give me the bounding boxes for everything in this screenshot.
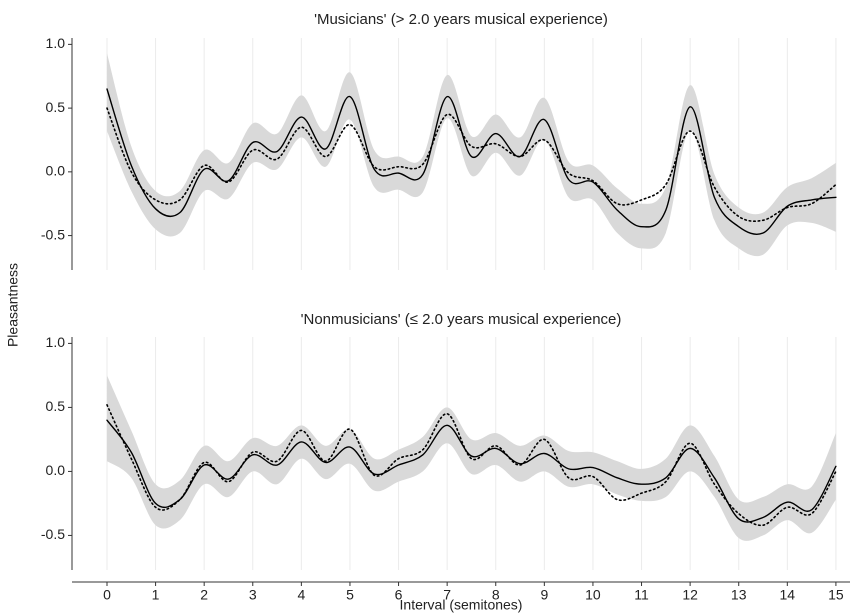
line-series: [106, 88, 837, 236]
y-tick-label: -0.5: [41, 526, 65, 542]
x-tick-label: 7: [443, 587, 451, 603]
chart-title: 'Musicians' (> 2.0 years musical experie…: [314, 11, 608, 28]
y-tick-label: -0.5: [41, 226, 65, 242]
x-axis-title: Interval (semitones): [400, 597, 523, 613]
y-tick-label: 1.0: [46, 35, 66, 51]
x-tick-label: 2: [200, 587, 208, 603]
x-tick-label: 6: [395, 587, 403, 603]
x-tick-label: 9: [540, 587, 548, 603]
x-tick-label: 10: [585, 587, 601, 603]
x-tick-label: 0: [103, 587, 111, 603]
y-tick-label: 0.5: [46, 99, 66, 115]
x-tick-label: 15: [828, 587, 844, 603]
line-series: [106, 419, 837, 523]
chart-title: 'Nonmusicians' (≤ 2.0 years musical expe…: [301, 311, 622, 328]
y-tick-label: 0.5: [46, 398, 66, 414]
confidence-band: [106, 53, 836, 257]
y-axis-title: Pleasantness: [5, 263, 21, 347]
x-tick-label: 11: [634, 587, 649, 603]
x-tick-label: 13: [731, 587, 747, 603]
y-tick-label: 0.0: [46, 462, 66, 478]
x-tick-label: 8: [492, 587, 500, 603]
x-tick-label: 14: [780, 587, 796, 603]
x-tick-label: 3: [249, 587, 257, 603]
x-tick-label: 12: [682, 587, 698, 603]
y-tick-label: 1.0: [46, 334, 66, 350]
y-tick-label: 0.0: [46, 163, 66, 179]
x-tick-label: 1: [152, 587, 160, 603]
x-tick-label: 5: [346, 587, 354, 603]
x-tick-label: 4: [297, 587, 305, 603]
line-series: [106, 404, 837, 527]
